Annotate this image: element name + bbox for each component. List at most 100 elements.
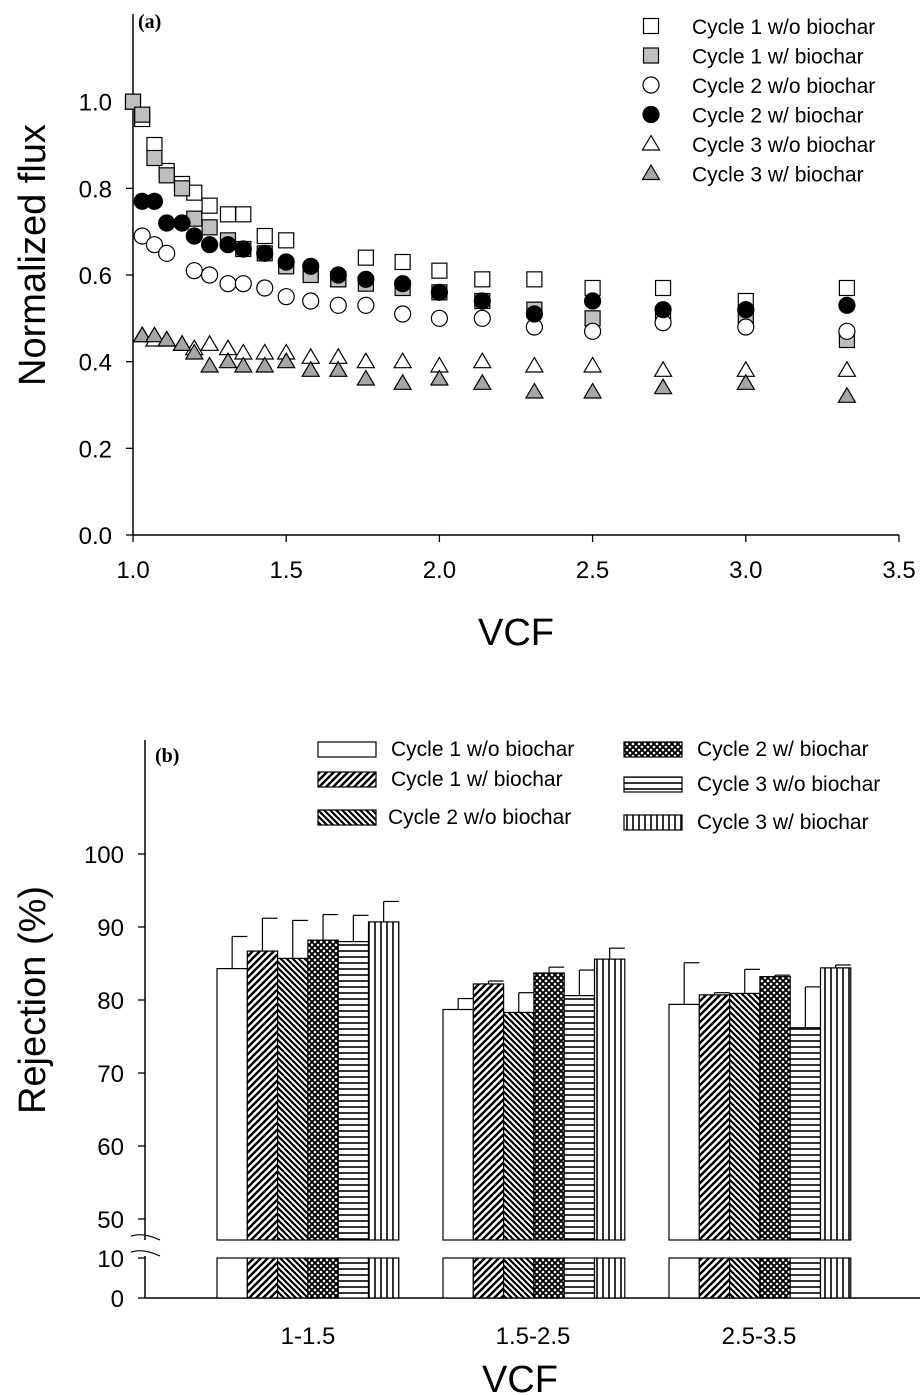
data-point-square — [134, 106, 151, 123]
legend-label-b: Cycle 1 w/o biochar — [391, 738, 574, 761]
x-tick-label-b: 1-1.5 — [281, 1323, 336, 1350]
panel-b: (b) VCF Rejection (%) — [12, 740, 920, 1395]
data-point-circle — [329, 266, 347, 284]
data-point-triangle — [255, 356, 275, 373]
y-tick-label-b: 10 — [97, 1246, 124, 1273]
legend-marker-a — [642, 47, 660, 64]
x-axis-title-a: VCF — [478, 612, 554, 654]
data-point-circle — [583, 292, 602, 310]
bar-upper — [472, 983, 505, 1241]
ticks-a: 1.0 1.5 2.0 2.5 3.0 3.5 0.0 0.2 0.4 0.6 0.8 1.0 — [79, 90, 916, 584]
data-point-circle — [473, 309, 491, 327]
bar-lower — [563, 1257, 596, 1299]
bar-lower — [337, 1257, 370, 1299]
bar-upper — [533, 972, 565, 1241]
data-point-square — [219, 206, 237, 223]
bar-upper — [503, 1011, 535, 1241]
data-point-square — [146, 149, 163, 167]
data-point-triangle — [583, 356, 603, 373]
data-point-triangle — [200, 356, 220, 373]
y-tick-label-a: 0.8 — [79, 176, 112, 203]
legend-swatch-b — [317, 809, 377, 826]
panel-a: (a) VCF Normalized flux — [12, 11, 899, 654]
y-tick-label-b: 90 — [97, 915, 124, 942]
x-tick-label-a: 3.5 — [882, 557, 915, 584]
axis-break-mark-upper — [130, 1234, 161, 1241]
bar-lower — [307, 1257, 339, 1299]
data-point-square — [124, 93, 142, 110]
x-axis-title-b: VCF — [482, 1359, 558, 1395]
points-a — [124, 93, 857, 403]
data-point-triangle — [356, 351, 376, 369]
data-point-circle — [185, 262, 203, 280]
bar-upper — [277, 957, 309, 1241]
data-point-triangle — [653, 377, 673, 395]
data-point-triangle — [328, 360, 348, 377]
data-point-circle — [158, 244, 176, 262]
legend-swatch-b — [623, 741, 683, 758]
bar-lower — [216, 1257, 248, 1299]
data-point-triangle — [524, 356, 544, 373]
data-point-square — [173, 180, 191, 197]
data-point-square — [201, 197, 218, 214]
data-point-circle — [430, 283, 448, 301]
bar-lower — [246, 1257, 279, 1299]
x-tick-label-b: 1.5-2.5 — [496, 1323, 571, 1350]
data-point-triangle — [172, 334, 192, 351]
legend-marker-a — [641, 163, 661, 181]
data-point-circle — [525, 305, 543, 323]
data-point-square — [526, 271, 543, 288]
data-point-square — [394, 253, 411, 271]
legend-marker-a — [642, 76, 660, 94]
data-point-triangle — [356, 369, 376, 386]
legend-swatch-b — [623, 814, 683, 831]
x-tick-label-a: 2.0 — [423, 557, 456, 584]
data-point-circle — [357, 296, 375, 314]
data-point-square — [357, 249, 374, 266]
x-tick-label-a: 1.0 — [116, 557, 149, 584]
legend-label-a: Cycle 1 w/o biochar — [692, 16, 875, 39]
data-point-square — [431, 262, 448, 279]
data-point-circle — [473, 292, 491, 310]
bar-lower — [472, 1257, 505, 1299]
legend-b: Cycle 1 w/o biochar Cycle 1 w/ biochar Cyc… — [317, 738, 880, 834]
axis-break-mark-lower — [130, 1250, 161, 1257]
bar-lower — [698, 1257, 731, 1299]
y-axis-title-a: Normalized flux — [12, 124, 54, 386]
data-point-triangle — [276, 351, 296, 369]
data-point-square — [201, 219, 218, 236]
legend-label-a: Cycle 1 w/ biochar — [692, 46, 864, 69]
bars-b — [216, 900, 852, 1299]
data-point-triangle — [393, 373, 413, 390]
y-tick-label-a: 1.0 — [79, 90, 112, 117]
bar-lower — [367, 1257, 400, 1299]
bar-upper — [216, 968, 248, 1241]
data-point-circle — [430, 309, 448, 327]
bar-upper — [563, 995, 596, 1241]
data-point-circle — [219, 236, 237, 254]
data-point-circle — [234, 240, 252, 258]
data-point-triangle — [653, 360, 673, 377]
data-point-circle — [277, 288, 295, 306]
data-point-triangle — [524, 382, 544, 399]
legend-label-a: Cycle 3 w/o biochar — [692, 134, 875, 157]
data-point-circle — [838, 322, 856, 340]
data-point-triangle — [393, 351, 413, 369]
bar-upper — [307, 939, 339, 1241]
ticks-b: 50 60 70 80 90 100 0 10 1-1.5 1.5-2.5 2.5-3.5 — [84, 842, 796, 1350]
data-point-circle — [173, 214, 191, 232]
data-point-triangle — [583, 382, 603, 399]
bar-upper — [759, 976, 791, 1241]
data-point-triangle — [233, 356, 253, 373]
bar-lower — [442, 1257, 474, 1299]
y-tick-label-a: 0.4 — [79, 350, 112, 377]
y-tick-label-b: 50 — [97, 1207, 124, 1234]
bar-upper — [442, 1008, 474, 1241]
y-tick-label-a: 0.2 — [79, 436, 112, 463]
data-point-circle — [737, 318, 755, 336]
legend-marker-a — [642, 105, 660, 124]
data-point-triangle — [736, 373, 756, 390]
data-point-square — [654, 279, 672, 297]
data-point-circle — [256, 244, 274, 262]
legend-label-b: Cycle 3 w/ biochar — [697, 811, 869, 834]
